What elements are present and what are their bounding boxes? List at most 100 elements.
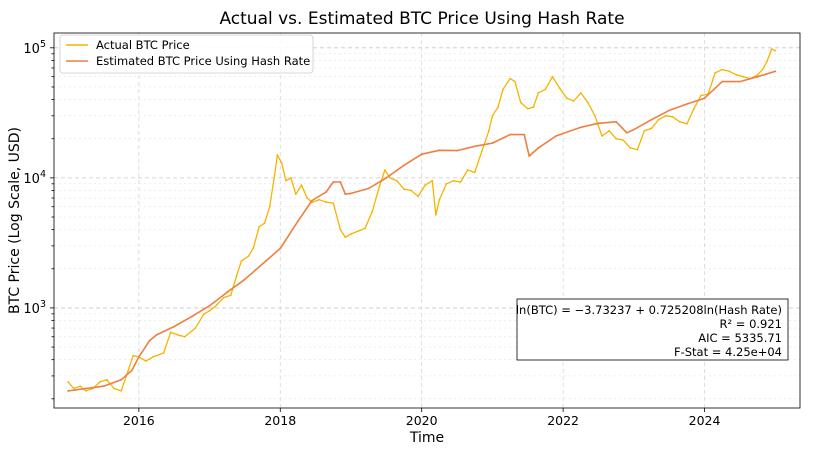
- data-point-actual: [728, 70, 731, 73]
- data-point-actual: [629, 147, 632, 149]
- data-point-estimated: [491, 142, 494, 145]
- data-point-actual: [263, 222, 266, 224]
- data-point-actual: [551, 75, 554, 78]
- data-point-actual: [519, 101, 522, 104]
- data-point-estimated: [420, 153, 423, 156]
- data-point-estimated: [403, 164, 405, 167]
- y-tick-label: 105: [23, 39, 46, 57]
- data-point-estimated: [456, 149, 458, 152]
- data-point-actual: [344, 236, 347, 239]
- data-point-actual: [615, 137, 618, 140]
- data-point-estimated: [148, 339, 151, 342]
- legend-label-actual: Actual BTC Price: [96, 38, 190, 52]
- data-point-estimated: [155, 334, 158, 336]
- data-point-actual: [273, 174, 276, 177]
- data-point-estimated: [686, 103, 688, 105]
- data-point-estimated: [528, 155, 531, 158]
- data-point-actual: [290, 177, 292, 179]
- data-point-actual: [671, 115, 674, 118]
- data-point-actual: [229, 294, 232, 297]
- legend: Actual BTC Price Estimated BTC Price Usi…: [59, 34, 314, 74]
- data-point-actual: [194, 327, 197, 329]
- data-point-actual: [643, 129, 646, 132]
- data-point-actual: [240, 260, 243, 262]
- data-point-estimated: [509, 133, 511, 136]
- data-point-estimated: [721, 80, 724, 83]
- data-point-actual: [594, 114, 596, 117]
- data-point-estimated: [138, 356, 140, 358]
- data-point-actual: [537, 92, 540, 94]
- data-point-estimated: [191, 315, 193, 318]
- data-point-actual: [714, 72, 716, 74]
- series-layer: [67, 48, 777, 392]
- data-point-actual: [502, 88, 504, 91]
- data-point-actual: [480, 150, 483, 153]
- data-point-actual: [445, 182, 448, 185]
- data-point-estimated: [344, 193, 347, 196]
- data-point-actual: [491, 114, 494, 117]
- data-point-actual: [572, 100, 575, 102]
- data-point-actual: [99, 381, 101, 383]
- data-point-estimated: [279, 247, 282, 250]
- data-point-actual: [497, 106, 499, 108]
- data-point-actual: [558, 87, 561, 89]
- data-point-actual: [120, 390, 123, 392]
- data-point-actual: [268, 205, 271, 208]
- data-point-actual: [325, 201, 328, 204]
- data-point-estimated: [297, 220, 299, 223]
- data-point-estimated: [555, 135, 557, 137]
- x-axis-label: Time: [409, 430, 444, 446]
- data-point-actual: [79, 385, 82, 388]
- stats-equation: ln(BTC) = −3.73237 + 0.725208ln(Hash Rat…: [516, 303, 782, 317]
- data-point-actual: [145, 360, 147, 362]
- data-point-actual: [389, 177, 391, 179]
- data-point-actual: [579, 92, 582, 94]
- x-tick-label: 2016: [123, 413, 155, 428]
- data-point-actual: [169, 331, 172, 334]
- data-point-actual: [664, 114, 667, 117]
- data-point-actual: [203, 313, 205, 315]
- data-point-estimated: [537, 147, 540, 149]
- data-point-actual: [526, 107, 529, 110]
- data-point-estimated: [703, 97, 706, 100]
- data-point-actual: [378, 186, 381, 188]
- data-point-estimated: [226, 291, 229, 294]
- data-point-actual: [410, 189, 412, 192]
- data-point-actual: [280, 162, 283, 165]
- data-point-estimated: [774, 70, 777, 73]
- data-point-actual: [636, 148, 639, 151]
- data-point-actual: [700, 94, 702, 97]
- data-point-actual: [132, 354, 135, 357]
- data-point-actual: [742, 75, 745, 78]
- y-tick-label: 103: [23, 299, 46, 317]
- data-point-actual: [350, 233, 352, 235]
- data-point-estimated: [473, 145, 476, 148]
- data-point-actual: [438, 198, 441, 201]
- data-point-actual: [756, 73, 759, 76]
- data-point-actual: [306, 197, 308, 199]
- data-point-actual: [252, 246, 255, 249]
- data-point-estimated: [311, 199, 313, 202]
- data-point-estimated: [625, 131, 628, 134]
- data-point-actual: [106, 378, 108, 381]
- stats-r-squared: R² = 0.921: [720, 317, 782, 331]
- data-point-actual: [601, 135, 603, 137]
- data-point-estimated: [650, 118, 653, 121]
- data-point-estimated: [668, 109, 671, 112]
- data-point-estimated: [325, 191, 328, 193]
- data-point-actual: [72, 387, 75, 390]
- data-point-actual: [452, 179, 455, 182]
- data-point-actual: [300, 184, 303, 187]
- data-point-actual: [488, 129, 490, 132]
- data-point-actual: [357, 230, 359, 233]
- axes: 2016 2018 2020 2022 2024 103 104 105: [23, 39, 720, 428]
- stats-annotation: ln(BTC) = −3.73237 + 0.725208ln(Hash Rat…: [516, 298, 789, 361]
- data-point-actual: [364, 227, 366, 230]
- data-point-estimated: [579, 126, 582, 129]
- data-point-actual: [258, 226, 260, 228]
- data-point-estimated: [261, 263, 264, 265]
- data-point-actual: [544, 88, 547, 91]
- data-point-estimated: [244, 278, 246, 281]
- data-point-estimated: [332, 181, 335, 183]
- data-point-actual: [774, 49, 777, 52]
